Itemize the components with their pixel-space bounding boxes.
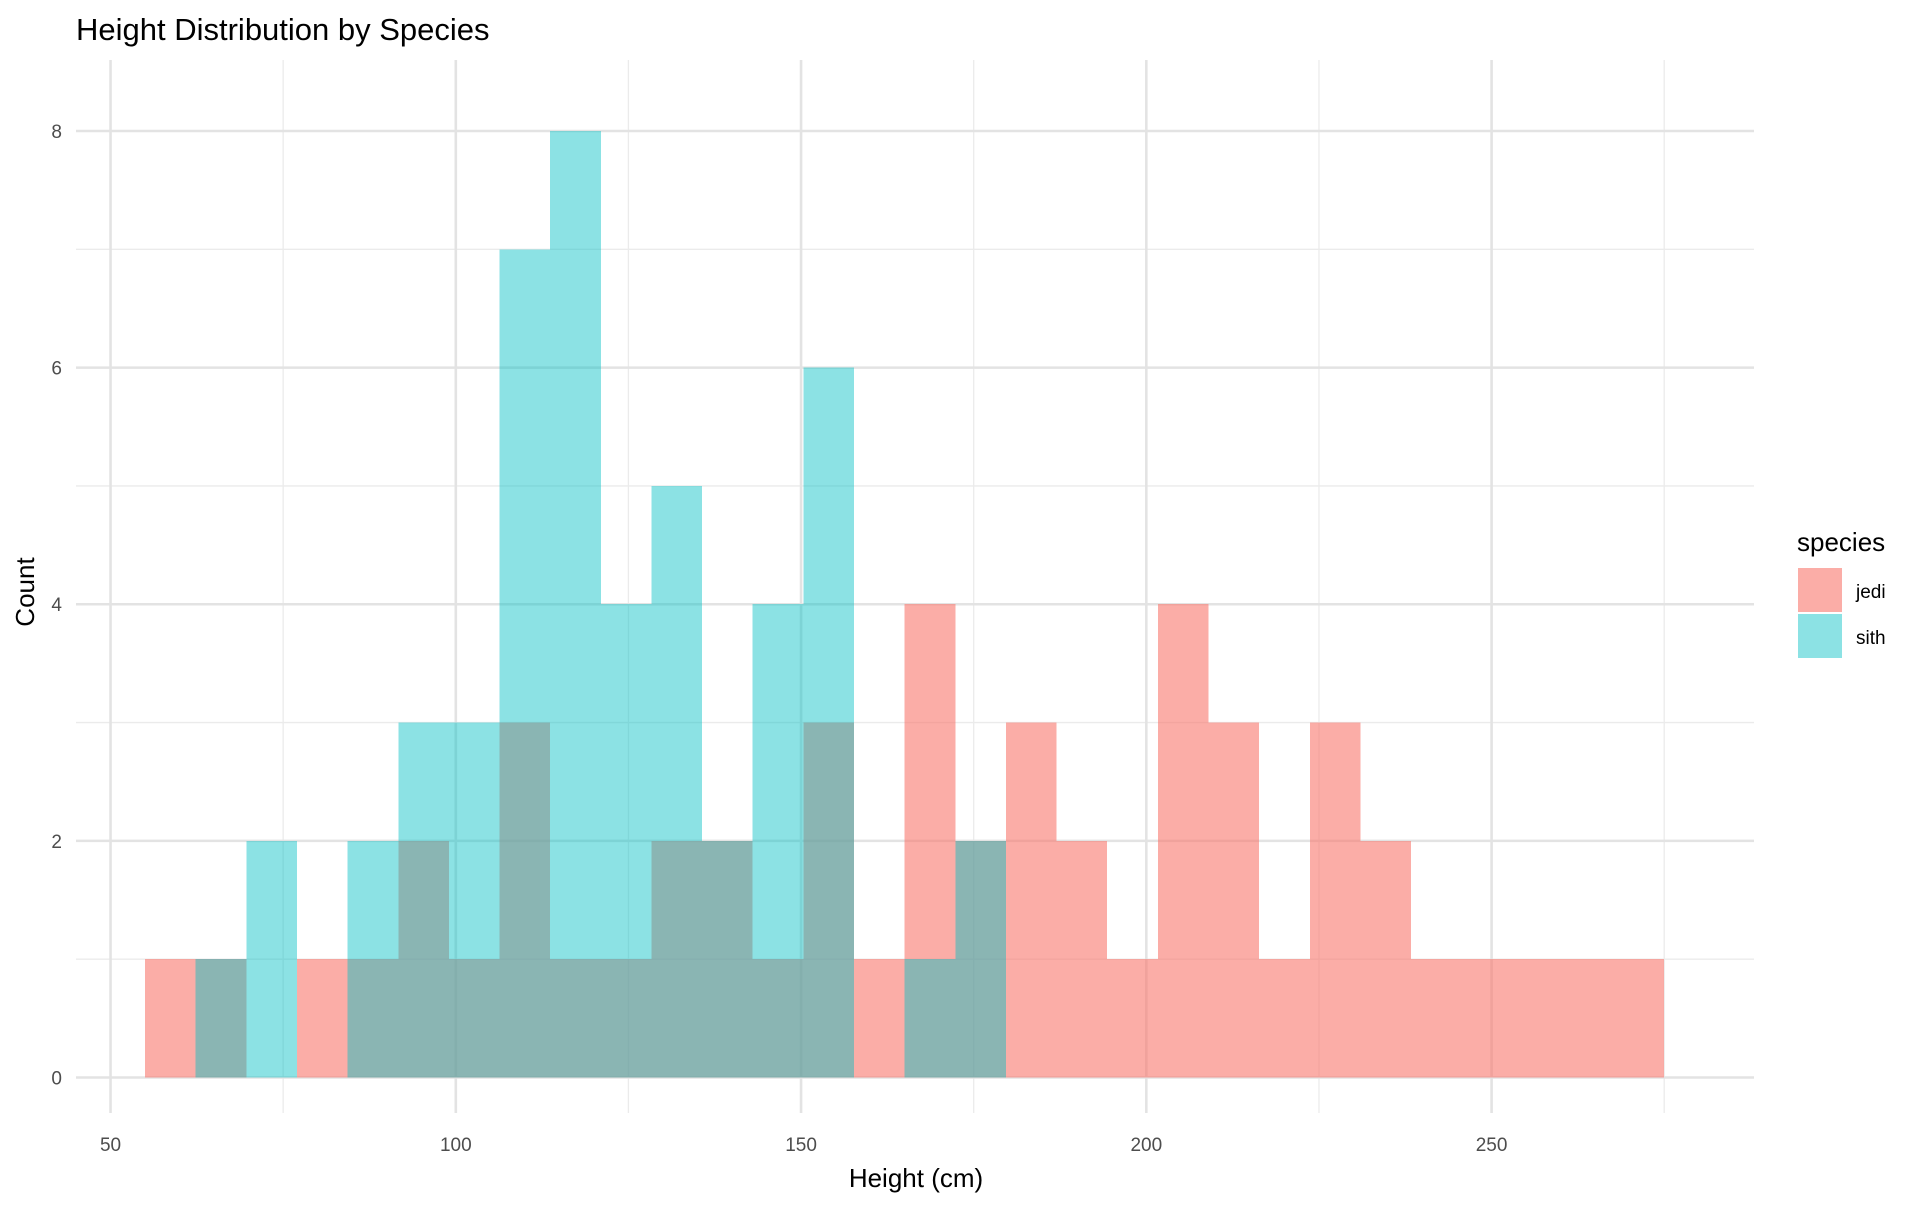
y-axis-label: Count bbox=[10, 557, 40, 627]
histogram-bar-sith bbox=[904, 959, 956, 1078]
histogram-bar-jedi bbox=[145, 959, 196, 1078]
x-tick-label: 150 bbox=[785, 1135, 817, 1156]
histogram-bar-sith bbox=[246, 840, 297, 1078]
histogram-bar-jedi bbox=[347, 959, 399, 1078]
histogram-bar-sith bbox=[955, 840, 1006, 1078]
y-tick-label: 8 bbox=[51, 122, 62, 143]
x-tick-label: 200 bbox=[1130, 1135, 1162, 1156]
histogram-bar-sith bbox=[347, 840, 399, 1078]
histogram-bar-jedi bbox=[1461, 959, 1513, 1078]
histogram-bar-jedi bbox=[1259, 959, 1310, 1078]
histogram-bar-sith bbox=[398, 722, 449, 1078]
y-tick-label: 6 bbox=[51, 359, 62, 380]
histogram-bar-jedi bbox=[1613, 959, 1665, 1078]
legend-title: species bbox=[1797, 527, 1885, 557]
legend-label-sith: sith bbox=[1856, 628, 1886, 649]
histogram-bar-sith bbox=[600, 604, 652, 1078]
histogram-bar-sith bbox=[752, 604, 804, 1078]
histogram-bar-jedi bbox=[1005, 722, 1057, 1078]
histogram-bar-jedi bbox=[448, 959, 500, 1078]
histogram-bar-jedi bbox=[600, 959, 652, 1078]
chart-title: Height Distribution by Species bbox=[76, 12, 490, 47]
histogram-bar-sith bbox=[195, 959, 247, 1078]
histogram-bar-jedi bbox=[1157, 604, 1209, 1078]
histogram-bar-jedi bbox=[854, 959, 905, 1078]
x-tick-label: 250 bbox=[1476, 1135, 1508, 1156]
histogram-bar-jedi bbox=[1360, 840, 1412, 1078]
histogram-bar-jedi bbox=[1562, 959, 1614, 1078]
histogram-bar-sith bbox=[448, 722, 500, 1078]
legend: species jedi sith bbox=[1797, 527, 1886, 658]
histogram-bar-jedi bbox=[499, 722, 551, 1078]
histogram-bar-jedi bbox=[1107, 959, 1158, 1078]
y-tick-label: 2 bbox=[51, 832, 62, 853]
histogram-bar-jedi bbox=[752, 959, 804, 1078]
legend-key-jedi bbox=[1798, 568, 1842, 612]
x-tick-label: 50 bbox=[100, 1135, 121, 1156]
axis-layer: 50 100 150 200 250 0 2 4 6 8 bbox=[51, 122, 1507, 1156]
histogram-bar-jedi bbox=[296, 959, 348, 1078]
histogram-bar-jedi bbox=[702, 840, 753, 1078]
histogram-bar-jedi bbox=[1056, 840, 1108, 1078]
histogram-bar-jedi bbox=[1309, 722, 1361, 1078]
histogram-bar-jedi bbox=[195, 959, 247, 1078]
x-tick-label: 100 bbox=[440, 1135, 472, 1156]
bars-layer bbox=[145, 130, 1665, 1078]
histogram-bar-jedi bbox=[651, 840, 703, 1078]
legend-key-sith bbox=[1798, 614, 1842, 658]
histogram-bar-jedi bbox=[1411, 959, 1462, 1078]
legend-label-jedi: jedi bbox=[1855, 582, 1886, 603]
histogram-bar-jedi bbox=[955, 840, 1006, 1078]
histogram-bar-jedi bbox=[550, 959, 601, 1078]
y-tick-label: 4 bbox=[51, 595, 62, 616]
x-axis-label: Height (cm) bbox=[849, 1163, 983, 1193]
histogram-bar-sith bbox=[803, 367, 855, 1078]
histogram-bar-sith bbox=[651, 485, 703, 1078]
histogram-bar-sith bbox=[702, 840, 753, 1078]
histogram-bar-sith bbox=[499, 249, 551, 1078]
histogram-bar-jedi bbox=[904, 604, 956, 1078]
histogram-bar-jedi bbox=[1208, 722, 1260, 1078]
y-tick-label: 0 bbox=[51, 1069, 62, 1090]
histogram-bar-jedi bbox=[803, 722, 855, 1078]
histogram-bar-jedi bbox=[1512, 959, 1563, 1078]
histogram-bar-sith bbox=[550, 130, 601, 1078]
histogram-bar-jedi bbox=[398, 840, 449, 1078]
